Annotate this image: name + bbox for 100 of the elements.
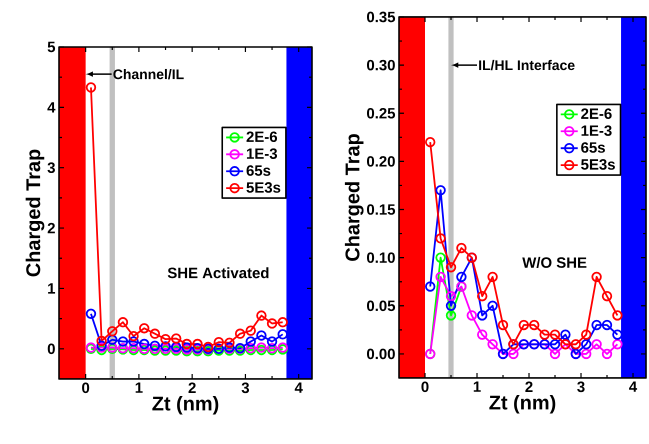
x-tick-label: 3 [242,382,250,394]
point [435,272,446,282]
point [86,308,96,319]
point [591,272,602,282]
point [425,281,436,292]
point [487,339,498,350]
point [518,320,529,330]
x-axis-title: Zt (nm) [489,394,556,414]
point [86,82,96,93]
point [128,330,139,342]
point [487,300,498,311]
point [256,330,267,341]
point [192,338,203,350]
y-axis-title: Charged Trap [344,134,364,261]
point [139,338,150,350]
point [278,329,288,340]
point [581,348,592,360]
point [446,262,456,272]
point [581,339,592,350]
y-tick-label: 0.15 [366,204,396,215]
annotation: SHE Activated [168,267,268,278]
point [591,339,602,350]
point [139,323,150,334]
point [150,340,160,351]
legend-label: 2E-6 [246,131,278,142]
point [118,336,128,347]
point [550,329,560,340]
point [550,339,560,350]
point [477,290,488,302]
x-tick-label: 2 [188,382,196,393]
point [128,336,139,347]
point [224,338,235,348]
y-tick-label: 0.35 [366,12,396,22]
point [182,338,192,350]
x-tick-label: 0 [82,382,90,394]
y-tick-label: 0 [48,344,55,354]
point [477,329,488,340]
point [612,329,623,340]
point [246,336,256,347]
annotation: W/O SHE [522,256,586,268]
y-tick-label: 0.25 [366,108,396,119]
point [425,136,436,148]
point [477,310,488,321]
legend-label: 1E-3 [582,125,612,136]
x-tick-label: 4 [294,382,303,393]
y-tick-label: 0.10 [366,252,395,263]
legend-label: 2E-6 [581,108,612,119]
point [107,326,118,336]
point [498,320,508,330]
point [466,310,477,321]
x-tick-label: 2 [525,382,533,392]
point [456,242,467,254]
x-tick-label: 4 [629,382,638,392]
legend-label: 5E3s [581,159,615,170]
point [591,320,602,330]
x-tick-label: 1 [136,382,143,393]
y-tick-label: 0.05 [366,300,396,312]
point [118,317,128,328]
point [602,290,612,302]
x-tick-label: 3 [577,382,585,392]
y-tick-label: 4 [47,102,56,112]
point [560,329,571,340]
y-tick-label: 0.20 [366,156,395,167]
point [234,328,246,339]
point [256,310,267,321]
point [107,334,118,345]
point [581,329,592,340]
point [160,334,171,344]
annotation: Channel/IL [113,68,184,80]
y-tick-label: 1 [48,283,56,294]
point [508,348,519,360]
y-axis-title: Charged Trap [26,150,44,276]
point [214,336,224,348]
annotation: IL/HL Interface [479,60,575,70]
point [446,290,456,302]
point [602,320,612,330]
x-tick-label: 1 [474,382,481,392]
point [435,252,446,263]
point [529,320,540,330]
legend-label: 65s [246,165,270,176]
point [256,344,267,356]
point [446,300,456,311]
legend-label: 5E3s [246,182,280,193]
point [602,348,612,360]
point [96,336,107,346]
point [246,326,256,336]
point [266,336,278,347]
y-tick-label: 5 [48,42,56,52]
point [446,310,456,321]
point [487,272,498,282]
point [435,185,446,196]
point [570,339,581,350]
y-tick-label: 0.30 [366,60,395,70]
point [266,318,278,329]
y-tick-label: 2 [48,222,55,234]
x-axis-title: Zt (nm) [152,396,218,415]
point [160,341,171,352]
legend-label: 1E-3 [246,148,278,159]
y-tick-label: 0.00 [366,348,395,360]
point [456,272,467,282]
